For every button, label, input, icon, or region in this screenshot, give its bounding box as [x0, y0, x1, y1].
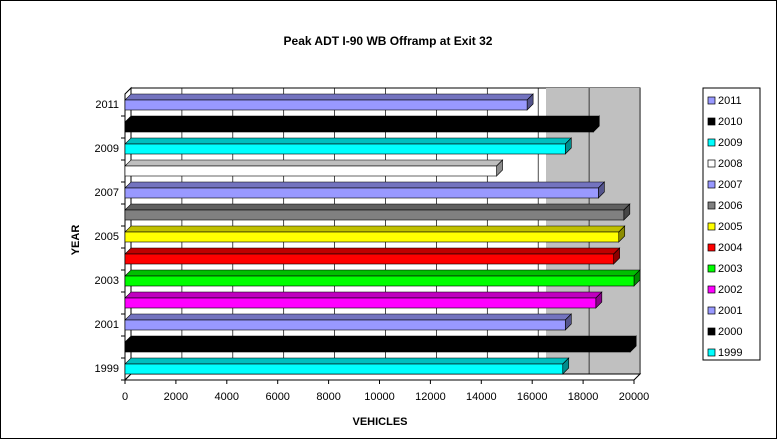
legend-swatch [707, 138, 716, 147]
legend-swatch [707, 180, 716, 189]
x-tick-label: 18000 [568, 391, 599, 403]
legend-label: 2004 [718, 242, 742, 254]
bar [124, 187, 599, 199]
legend-swatch [707, 348, 716, 357]
bar-top [124, 269, 641, 277]
legend-swatch [707, 159, 716, 168]
bar [124, 143, 566, 155]
y-tick-label: 2001 [95, 319, 119, 331]
legend-label: 2007 [718, 179, 742, 191]
floor [123, 373, 642, 381]
x-axis-label: VEHICLES [352, 416, 407, 428]
y-tick-label: 2003 [95, 275, 119, 287]
y-tick-label: 1999 [95, 363, 119, 375]
bar [124, 231, 620, 243]
bar-top [124, 137, 573, 145]
bar [124, 363, 564, 375]
bar-top [124, 291, 603, 299]
legend-label: 2000 [718, 326, 742, 338]
legend-label: 2002 [718, 284, 742, 296]
legend-swatch [707, 285, 716, 294]
x-tick-label: 4000 [215, 391, 239, 403]
legend-swatch [707, 201, 716, 210]
y-tick-label: 2011 [95, 99, 119, 111]
bar-top [124, 313, 573, 321]
y-axis-label: YEAR [70, 225, 82, 256]
legend-label: 2001 [718, 305, 742, 317]
x-tick-label: 14000 [466, 391, 497, 403]
legend-label: 2008 [718, 158, 742, 170]
x-tick-label: 20000 [619, 391, 650, 403]
bar [124, 165, 497, 177]
legend-label: 2006 [718, 200, 742, 212]
x-tick-label: 0 [122, 391, 128, 403]
x-tick-label: 8000 [316, 391, 340, 403]
bar-top [124, 115, 601, 123]
bar [124, 99, 528, 111]
legend-swatch [707, 327, 716, 336]
bar [124, 253, 614, 265]
y-tick-label: 2005 [95, 231, 119, 243]
legend-label: 2005 [718, 221, 742, 233]
bar-top [124, 159, 504, 167]
legend-swatch [707, 243, 716, 252]
x-tick-label: 12000 [415, 391, 446, 403]
x-tick-label: 16000 [517, 391, 548, 403]
legend-label: 1999 [718, 347, 742, 359]
x-tick-label: 2000 [164, 391, 188, 403]
chart-title: Peak ADT I-90 WB Offramp at Exit 32 [284, 34, 493, 48]
bar [124, 121, 594, 133]
legend-label: 2011 [718, 95, 742, 107]
bar-top [124, 225, 626, 233]
bar [124, 209, 625, 221]
legend-label: 2003 [718, 263, 742, 275]
bar-top [124, 247, 621, 255]
bar [124, 297, 597, 309]
y-tick-label: 2009 [95, 143, 119, 155]
bar-top [124, 335, 637, 343]
bar [124, 275, 635, 287]
legend-label: 2010 [718, 116, 742, 128]
bar-top [124, 181, 606, 189]
legend-swatch [707, 264, 716, 273]
legend-swatch [707, 306, 716, 315]
bar [124, 319, 566, 331]
bar-top [124, 357, 570, 365]
bar-top [124, 93, 534, 101]
legend-swatch [707, 117, 716, 126]
x-tick-label: 10000 [364, 391, 395, 403]
x-tick-label: 6000 [265, 391, 289, 403]
legend-swatch [707, 222, 716, 231]
legend-label: 2009 [718, 137, 742, 149]
bar-top [124, 203, 631, 211]
legend-swatch [707, 96, 716, 105]
bar [124, 341, 631, 353]
y-tick-label: 2007 [95, 187, 119, 199]
